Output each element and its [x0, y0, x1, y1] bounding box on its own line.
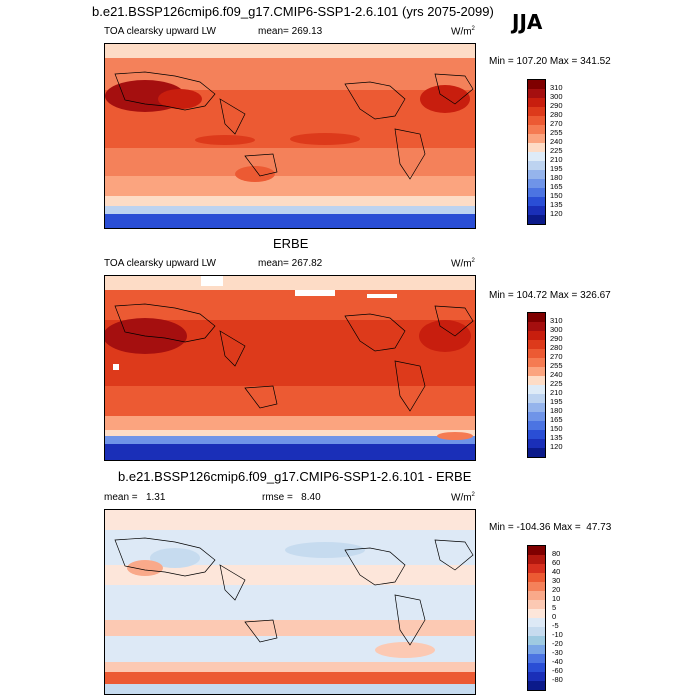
colorbar-tick: 225: [550, 379, 563, 388]
colorbar-tick: 280: [550, 110, 563, 119]
colorbar-tick: 255: [550, 128, 563, 137]
panel1-map: [104, 43, 476, 229]
colorbar-tick: 120: [550, 209, 563, 218]
colorbar-tick: 60: [552, 558, 561, 567]
colorbar-tick: 165: [550, 182, 563, 191]
colorbar-tick: -30: [552, 648, 563, 657]
colorbar-tick: 10: [552, 594, 561, 603]
colorbar-tick: 225: [550, 146, 563, 155]
colorbar-tick: 5: [552, 603, 557, 612]
panel2-colorbar: [527, 312, 546, 458]
colorbar-tick: 270: [550, 352, 563, 361]
panel2-map: [104, 275, 476, 461]
panel1-minmax: Min = 107.20 Max = 341.52: [489, 56, 611, 67]
page-title: b.e21.BSSP126cmip6.f09_g17.CMIP6-SSP1-2.…: [92, 4, 494, 19]
colorbar-tick: 300: [550, 325, 563, 334]
colorbar-tick: 180: [550, 173, 563, 182]
panel2-minmax: Min = 104.72 Max = 326.67: [489, 290, 611, 301]
colorbar-tick: 20: [552, 585, 561, 594]
colorbar-tick: 195: [550, 397, 563, 406]
colorbar-tick: 210: [550, 155, 563, 164]
panel3-colorbar: [527, 545, 546, 691]
colorbar-tick: -5: [552, 621, 559, 630]
colorbar-tick: 240: [550, 370, 563, 379]
colorbar-tick: 30: [552, 576, 561, 585]
panel3-minmax: Min = -104.36 Max = 47.73: [489, 522, 612, 533]
colorbar-tick: 165: [550, 415, 563, 424]
colorbar-tick: -60: [552, 666, 563, 675]
colorbar-tick: -20: [552, 639, 563, 648]
colorbar-tick: 180: [550, 406, 563, 415]
panel1-colorbar: [527, 79, 546, 225]
colorbar-tick: 280: [550, 343, 563, 352]
panel1-units: W/m2: [451, 26, 475, 38]
colorbar-tick: 310: [550, 83, 563, 92]
colorbar-tick: 150: [550, 191, 563, 200]
colorbar-tick: 120: [550, 442, 563, 451]
colorbar-tick: 310: [550, 316, 563, 325]
panel3-mean-label: mean = 1.31: [104, 492, 166, 503]
colorbar-tick: 195: [550, 164, 563, 173]
colorbar-tick: 290: [550, 334, 563, 343]
colorbar-tick: 210: [550, 388, 563, 397]
colorbar-tick: 0: [552, 612, 557, 621]
colorbar-tick: 135: [550, 200, 563, 209]
panel3-units: W/m2: [451, 492, 475, 504]
colorbar-tick: 300: [550, 92, 563, 101]
colorbar-tick: -10: [552, 630, 563, 639]
colorbar-tick: 240: [550, 137, 563, 146]
panel2-mean-label: mean= 267.82: [258, 258, 323, 269]
colorbar-tick: 80: [552, 549, 561, 558]
panel1-variable-label: TOA clearsky upward LW: [104, 26, 216, 37]
panel1-mean-label: mean= 269.13: [258, 26, 323, 37]
colorbar-tick: -40: [552, 657, 563, 666]
panel3-rmse-label: rmse = 8.40: [262, 492, 321, 503]
colorbar-tick: 290: [550, 101, 563, 110]
colorbar-tick: 270: [550, 119, 563, 128]
panel2-units: W/m2: [451, 258, 475, 270]
colorbar-tick: 255: [550, 361, 563, 370]
panel3-map: [104, 509, 476, 695]
season-label: JJA: [512, 10, 543, 34]
colorbar-tick: -80: [552, 675, 563, 684]
panel2-heading: ERBE: [273, 236, 309, 251]
colorbar-tick: 150: [550, 424, 563, 433]
panel2-variable-label: TOA clearsky upward LW: [104, 258, 216, 269]
colorbar-tick: 40: [552, 567, 561, 576]
colorbar-tick: 135: [550, 433, 563, 442]
panel3-heading: b.e21.BSSP126cmip6.f09_g17.CMIP6-SSP1-2.…: [118, 469, 472, 484]
